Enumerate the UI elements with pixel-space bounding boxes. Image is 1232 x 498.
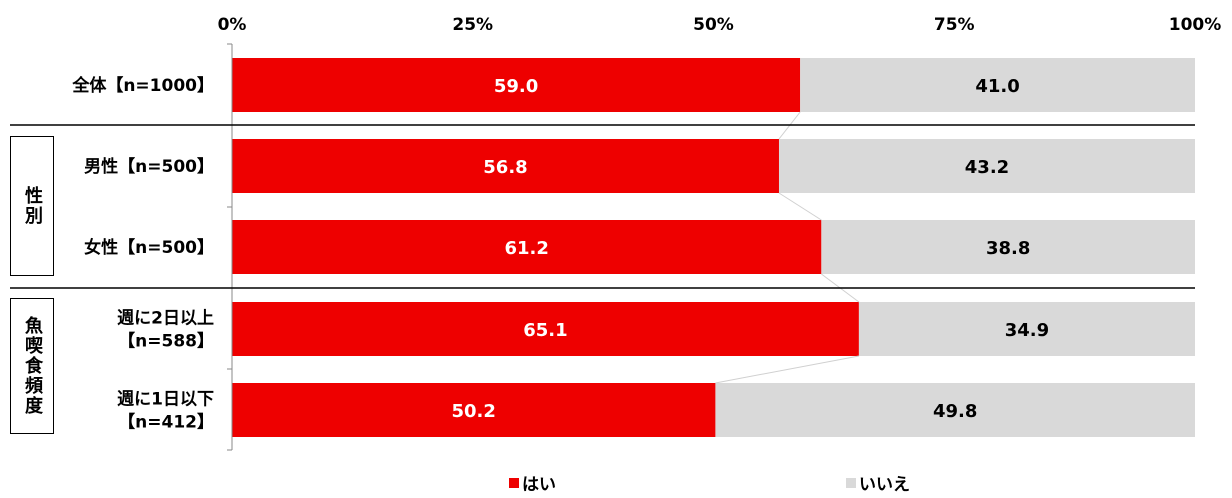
bar-segment-yes [232,139,779,193]
category-labels: 全体【n=1000】男性【n=500】女性【n=500】週に2日以上【n=588… [71,75,214,433]
legend-label-yes: はい [522,475,556,495]
series-connector-line [778,192,822,221]
legend-item-no: いいえ [846,470,910,495]
group-label-gender: 性別 [22,186,43,226]
category-label: 週に2日以上 [117,309,214,329]
data-label: 59.0 [494,76,538,97]
bar-segment-no [715,383,1195,437]
category-label: 女性【n=500】 [84,237,214,258]
data-label: 34.9 [1005,320,1049,341]
data-label: 38.8 [986,238,1030,259]
data-label: 43.2 [965,157,1009,178]
category-label: 【n=412】 [118,412,214,433]
data-label: 41.0 [975,76,1019,97]
bar-segment-yes [232,302,859,356]
data-label: 65.1 [523,320,567,341]
x-axis-ticks: 0% 25% 50% 75% 100% [218,15,1222,35]
legend-swatch-no [846,477,856,488]
category-label: 全体【n=1000】 [71,75,214,96]
x-tick-label: 75% [934,15,975,35]
bar-segment-yes [232,220,822,274]
data-label: 49.8 [933,401,977,422]
bar-segment-no [858,302,1195,356]
legend-item-yes: はい [509,470,556,495]
bars: 59.0 41.0 56.8 43.2 61.2 38.8 65.1 34.9 50.2 49.8 [232,58,1195,437]
bar-segment-no [821,220,1195,274]
data-label: 50.2 [452,401,496,422]
bar-segment-no [778,139,1195,193]
legend-label-no: いいえ [859,475,910,495]
category-label: 【n=588】 [118,331,214,352]
series-connector-line [715,355,860,384]
x-tick-label: 50% [693,15,734,35]
group-label-fish-frequency: 魚喫食頻度 [22,316,43,416]
category-label: 週に1日以下 [117,390,214,410]
data-label: 61.2 [504,238,548,259]
legend-swatch-yes [509,477,519,488]
group-box-fish-frequency: 魚喫食頻度 [10,298,54,434]
x-tick-label: 0% [218,15,247,35]
group-box-gender: 性別 [10,136,54,276]
bar-segment-yes [232,383,716,437]
axes [10,43,1195,451]
x-tick-label: 25% [452,15,493,35]
x-tick-label: 100% [1169,15,1222,35]
bar-segment-no [800,58,1195,112]
category-label: 男性【n=500】 [84,156,214,177]
data-label: 56.8 [483,157,527,178]
bar-segment-yes [232,58,801,112]
